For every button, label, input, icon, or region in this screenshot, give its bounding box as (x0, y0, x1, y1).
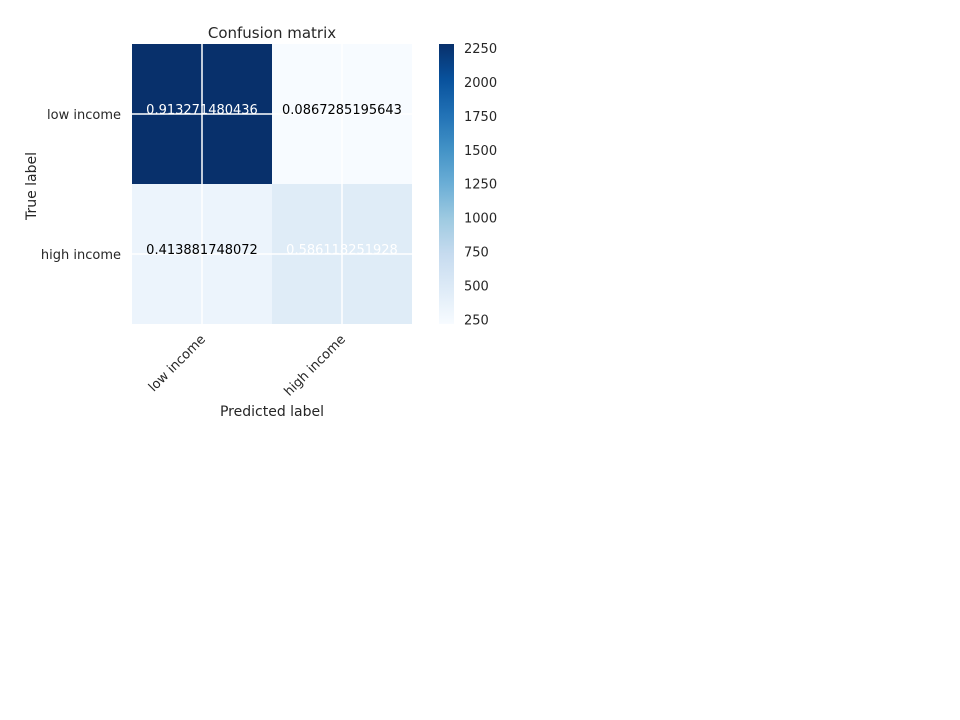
y-tick-label: low income (47, 108, 121, 123)
colorbar-tick-label: 2000 (464, 76, 497, 91)
cell-value-label: 0.413881748072 (146, 243, 258, 258)
chart-title: Confusion matrix (208, 24, 336, 42)
cell-value-label: 0.913271480436 (146, 103, 258, 118)
y-tick-label: high income (41, 248, 121, 263)
heatmap-cells (132, 44, 412, 324)
colorbar-tick-label: 1750 (464, 110, 497, 125)
colorbar-tick-label: 500 (464, 279, 489, 294)
cell-value-labels: 0.913271480436 0.0867285195643 0.413881748… (146, 103, 402, 258)
colorbar-tick-label: 1500 (464, 144, 497, 159)
cell-value-label: 0.0867285195643 (282, 103, 402, 118)
colorbar-tick-label: 750 (464, 245, 489, 260)
colorbar-tick-label: 1000 (464, 212, 497, 227)
y-axis-label: True label (24, 152, 40, 221)
colorbar (439, 44, 454, 324)
x-axis-label: Predicted label (220, 404, 324, 420)
y-tick-labels: low income high income (41, 108, 121, 263)
x-tick-label: low income (146, 332, 209, 395)
x-tick-label: high income (282, 332, 349, 399)
colorbar-tick-labels: 250 500 750 1000 1250 1500 1750 2000 2250 (464, 42, 497, 328)
colorbar-tick-label: 1250 (464, 178, 497, 193)
x-tick-labels: low income high income (146, 332, 349, 399)
cell-value-label: 0.586118251928 (286, 243, 398, 258)
colorbar-tick-label: 2250 (464, 42, 497, 57)
colorbar-tick-label: 250 (464, 313, 489, 328)
heatmap-gridlines (132, 44, 412, 324)
